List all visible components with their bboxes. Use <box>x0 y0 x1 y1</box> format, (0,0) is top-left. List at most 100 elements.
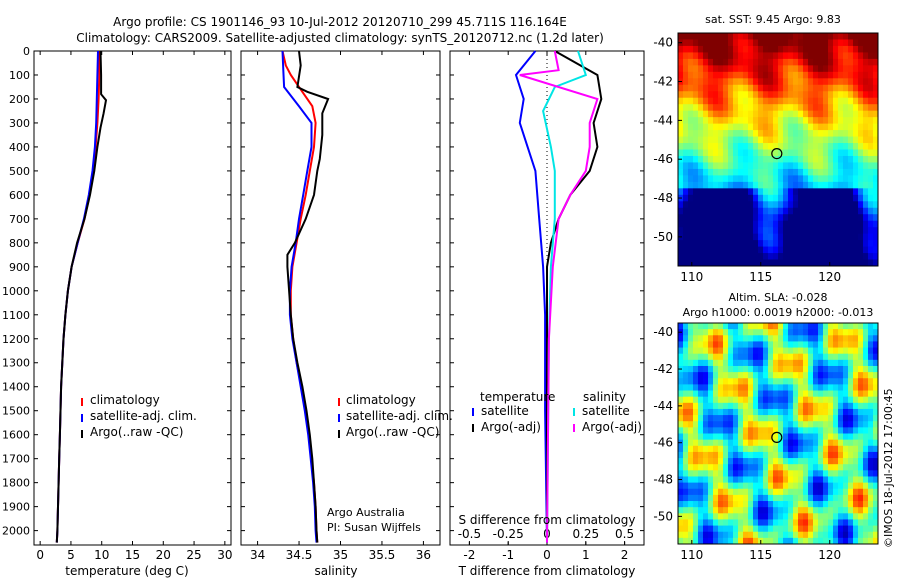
heatmap-cell <box>833 149 839 157</box>
heatmap-cell <box>843 445 849 453</box>
heatmap-cell <box>823 45 829 53</box>
heatmap-cell <box>733 39 739 47</box>
heatmap-cell <box>753 45 759 53</box>
heatmap-cell <box>843 194 849 202</box>
heatmap-cell <box>728 507 734 514</box>
heatmap-cell <box>768 110 774 118</box>
heatmap-cell <box>848 402 854 410</box>
heatmap-cell <box>693 149 699 157</box>
legend-climatology-label: climatology <box>90 393 160 407</box>
heatmap-cell <box>793 45 799 53</box>
heatmap-cell <box>798 525 804 533</box>
heatmap-cell <box>778 84 784 92</box>
heatmap-cell <box>718 84 724 92</box>
heatmap-cell <box>763 494 769 502</box>
heatmap-cell <box>743 194 749 202</box>
heatmap-cell <box>713 58 719 66</box>
heatmap-cell <box>713 214 719 222</box>
heatmap-cell <box>738 194 744 202</box>
heatmap-cell <box>783 464 789 471</box>
heatmap-cell <box>793 402 799 410</box>
heatmap-cell <box>798 464 804 471</box>
heatmap-cell <box>758 84 764 92</box>
heatmap-cell <box>758 104 764 112</box>
heatmap-cell <box>683 323 689 330</box>
heatmap-cell <box>693 347 699 355</box>
heatmap-cell <box>828 45 834 53</box>
heatmap-cell <box>873 335 879 342</box>
heatmap-cell <box>688 353 694 361</box>
figure-title-line2: Climatology: CARS2009. Satellite-adjuste… <box>76 31 604 45</box>
heatmap-cell <box>738 365 744 373</box>
heatmap-cell <box>738 39 744 47</box>
heatmap-cell <box>713 175 719 183</box>
heatmap-cell <box>733 353 739 361</box>
heatmap-cell <box>688 149 694 157</box>
heatmap-cell <box>838 97 844 105</box>
heatmap-cell <box>768 378 774 385</box>
heatmap-cell <box>798 227 804 235</box>
heatmap-cell <box>838 396 844 404</box>
heatmap-cell <box>763 240 769 248</box>
heatmap-cell <box>718 58 724 66</box>
heatmap-cell <box>678 130 684 138</box>
heatmap-cell <box>858 143 864 150</box>
heatmap-cell <box>838 220 844 228</box>
series-line-argo-raw-qc- <box>55 50 108 543</box>
temperature-xlabel: temperature (deg C) <box>65 564 188 578</box>
heatmap-cell <box>738 372 744 379</box>
heatmap-cell <box>733 507 739 514</box>
heatmap-cell <box>768 415 774 422</box>
heatmap-cell <box>808 175 814 183</box>
heatmap-cell <box>723 39 729 47</box>
heatmap-cell <box>858 464 864 471</box>
heatmap-cell <box>803 476 809 484</box>
heatmap-cell <box>758 52 764 60</box>
heatmap-cell <box>843 155 849 163</box>
heatmap-cell <box>738 396 744 404</box>
heatmap-cell <box>798 162 804 170</box>
heatmap-cell <box>758 240 764 248</box>
heatmap-cell <box>843 335 849 342</box>
heatmap-cell <box>858 104 864 112</box>
y-tick-label: 100 <box>9 69 30 82</box>
heatmap-cell <box>848 445 854 453</box>
heatmap-cell <box>793 476 799 484</box>
heatmap-cell <box>868 494 874 502</box>
x-tick-label: 120 <box>818 270 841 284</box>
heatmap-cell <box>733 458 739 465</box>
heatmap-cell <box>723 525 729 533</box>
heatmap-cell <box>778 194 784 202</box>
heatmap-cell <box>758 71 764 79</box>
heatmap-cell <box>718 359 724 367</box>
heatmap-cell <box>678 110 684 118</box>
heatmap-cell <box>693 396 699 404</box>
heatmap-cell <box>788 233 794 241</box>
heatmap-cell <box>838 464 844 471</box>
heatmap-cell <box>703 130 709 138</box>
heatmap-cell <box>698 259 704 267</box>
heatmap-cell <box>743 470 749 477</box>
heatmap-cell <box>688 175 694 183</box>
heatmap-cell <box>823 482 829 490</box>
heatmap-cell <box>853 233 859 241</box>
heatmap-cell <box>703 259 709 267</box>
heatmap-cell <box>793 384 799 392</box>
heatmap-cell <box>848 259 854 267</box>
heatmap-cell <box>753 78 759 86</box>
heatmap-cell <box>713 329 719 336</box>
heatmap-cell <box>753 168 759 176</box>
heatmap-cell <box>753 402 759 410</box>
heatmap-cell <box>788 525 794 533</box>
heatmap-cell <box>843 97 849 105</box>
heatmap-cell <box>823 323 829 330</box>
heatmap-cell <box>763 227 769 235</box>
heatmap-cell <box>788 439 794 447</box>
heatmap-cell <box>778 427 784 434</box>
heatmap-cell <box>803 372 809 379</box>
heatmap-cell <box>748 347 754 355</box>
heatmap-cell <box>678 341 684 349</box>
heatmap-cell <box>848 65 854 73</box>
heatmap-cell <box>843 65 849 73</box>
heatmap-cell <box>798 378 804 385</box>
